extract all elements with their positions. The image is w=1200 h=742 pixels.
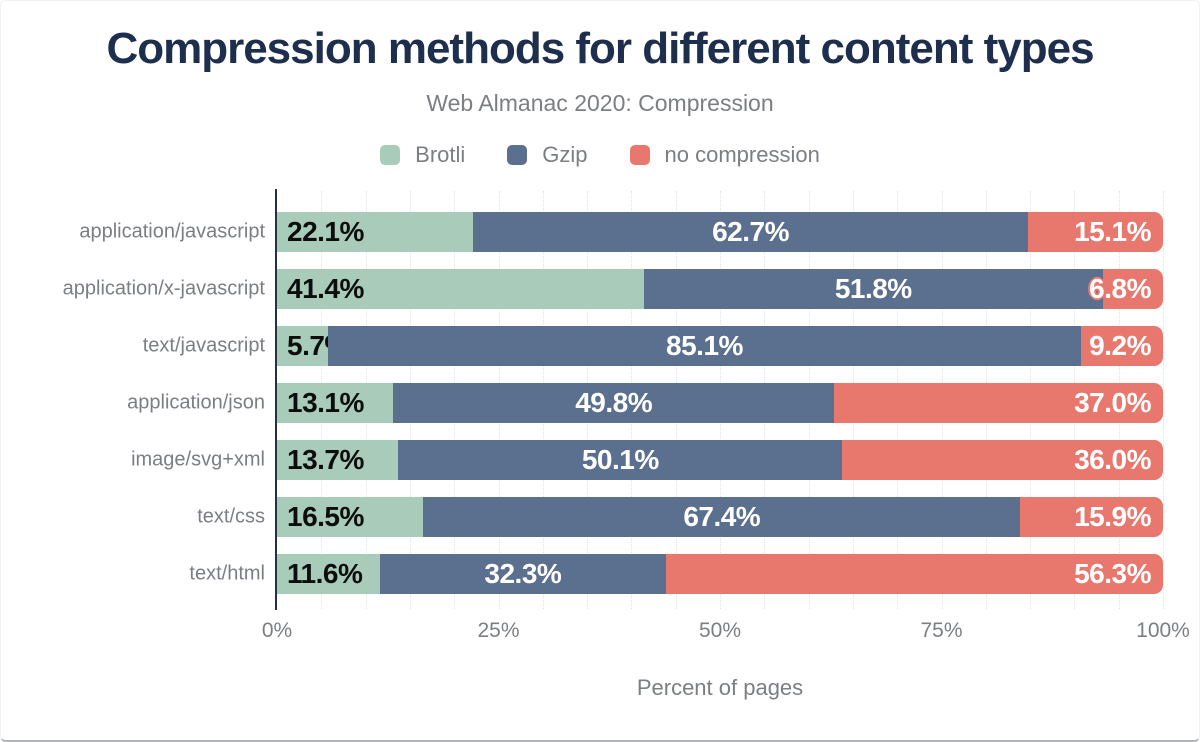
x-axis-tick-label: 75% [920,619,963,642]
legend: Brotli Gzip no compression [1,142,1199,168]
legend-item-label: no compression [664,142,820,167]
bar-segment-no-compression[interactable]: 37.0% [834,383,1163,423]
bar-segment-brotli[interactable]: 11.6% [277,554,380,594]
plot-area: Percent of pages application/javascript 2… [63,189,1190,700]
legend-item-gzip[interactable]: Gzip [507,142,588,168]
category-label: application/javascript [79,220,265,243]
category-label: text/css [197,505,265,528]
x-axis-tick-label: 50% [698,619,742,642]
bar-segment-gzip[interactable]: 50.1% [398,440,843,480]
bar-segment-no-compression[interactable]: 15.1% [1028,212,1163,252]
bar-value-label: 37.0% [1074,387,1151,418]
bar-segment-gzip[interactable]: 67.4% [423,497,1021,537]
bar-segment-gzip[interactable]: 62.7% [472,212,1029,252]
bar-value-label: 36.0% [1074,444,1151,475]
chart-subtitle: Web Almanac 2020: Compression [426,90,774,116]
bar-value-label: 41.4% [287,273,364,304]
y-axis-line [275,189,277,610]
legend-swatch-icon [507,145,528,165]
x-axis-tick-label: 0% [261,619,293,642]
bar-value-label: 49.8% [575,387,653,418]
bar-segment-brotli[interactable]: 13.1% [277,383,394,423]
bar-value-label: 15.1% [1074,216,1151,247]
bar-row: 11.6% 32.3% 56.3% [277,554,1163,594]
legend-item-no-compression[interactable]: no compression [629,142,820,168]
bar-segment-brotli[interactable]: 41.4% [277,269,644,309]
bar-segment-no-compression[interactable]: 15.9% [1020,497,1163,537]
bar-value-label: 13.7% [287,444,364,475]
bar-segment-gzip[interactable]: 85.1% [327,326,1082,366]
bar-segment-no-compression[interactable]: 56.3% [665,554,1163,594]
bar-value-label: 6.8% [1089,273,1151,304]
category-label: application/x-javascript [62,277,265,300]
x-axis-tick-label: 25% [477,619,520,642]
bar-value-label: 22.1% [287,216,364,247]
legend-item-brotli[interactable]: Brotli [380,142,465,168]
bar-row: 13.1% 49.8% 37.0% [277,383,1163,423]
bar-value-label: 56.3% [1074,558,1151,589]
bar-value-label: 85.1% [666,330,743,361]
bar-value-label: 11.6% [287,558,363,589]
bar-segment-brotli[interactable]: 16.5% [277,497,424,537]
legend-swatch-icon [629,145,650,165]
x-axis-title: Percent of pages [636,675,804,700]
category-label: application/json [127,391,265,414]
bar-row: 22.1% 62.7% 15.1% [277,212,1163,252]
bar-segment-no-compression[interactable]: 36.0% [842,440,1163,480]
bar-segment-brotli[interactable]: 13.7% [277,440,399,480]
bar-row: 16.5% 67.4% 15.9% [277,497,1163,537]
bar-segment-brotli[interactable]: 22.1% [277,212,473,252]
legend-swatch-icon [380,145,401,165]
bar-segment-gzip[interactable]: 49.8% [393,383,835,423]
legend-item-label: Brotli [415,142,466,167]
bar-value-label: 67.4% [683,501,761,532]
legend-item-label: Gzip [542,142,588,167]
category-label: text/javascript [142,334,265,357]
bar-segment-no-compression[interactable]: 6.8% [1089,269,1163,309]
gridline [1163,191,1164,609]
bar-value-label: 32.3% [484,558,562,589]
bar-value-label: 50.1% [581,444,659,475]
bar-value-label: 51.8% [834,273,912,304]
bar-value-label: 16.5% [287,501,364,532]
chart-title: Compression methods for different conten… [106,24,1094,73]
bar-segment-no-compression[interactable]: 9.2% [1081,326,1163,366]
category-label: image/svg+xml [131,448,265,471]
bar-segment-brotli[interactable]: 5.7% [277,326,349,366]
bar-row: 5.7% 85.1% 9.2% [277,326,1163,366]
bar-value-label: 15.9% [1074,501,1151,532]
bar-value-label: 9.2% [1089,330,1151,361]
category-label: text/html [189,562,265,585]
bar-row: 13.7% 50.1% 36.0% [277,440,1163,480]
bar-segment-gzip[interactable]: 51.8% [643,269,1103,309]
bar-value-label: 62.7% [712,216,789,247]
x-axis-tick-label: 100% [1136,619,1190,642]
bar-value-label: 13.1% [287,387,364,418]
bar-row: 41.4% 51.8% 6.8% [277,269,1163,309]
bar-segment-gzip[interactable]: 32.3% [379,554,666,594]
